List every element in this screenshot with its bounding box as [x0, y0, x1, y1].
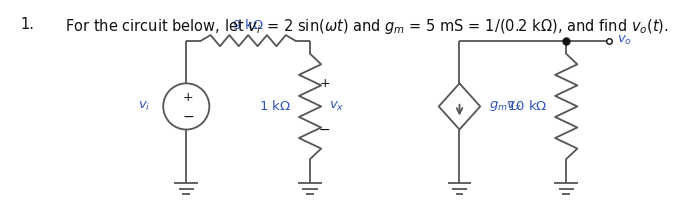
- Text: $v_x$: $v_x$: [329, 100, 344, 113]
- Text: +: +: [319, 77, 330, 90]
- Text: −: −: [182, 110, 194, 124]
- Text: +: +: [183, 90, 193, 104]
- Text: 10 k$\Omega$: 10 k$\Omega$: [507, 99, 547, 113]
- Text: 9 k$\Omega$: 9 k$\Omega$: [232, 18, 264, 32]
- Text: $v_i$: $v_i$: [138, 100, 151, 113]
- Text: For the circuit below, let $v_i\,$ = 2 sin($\omega t$) and $g_m$ = 5 mS = 1/(0.2: For the circuit below, let $v_i\,$ = 2 s…: [65, 17, 669, 36]
- Text: −: −: [319, 123, 330, 136]
- Text: 1 k$\Omega$: 1 k$\Omega$: [259, 99, 291, 113]
- Text: $v_o$: $v_o$: [618, 34, 633, 47]
- Text: 1.: 1.: [21, 17, 35, 32]
- Text: $g_m v_x$: $g_m v_x$: [489, 99, 523, 113]
